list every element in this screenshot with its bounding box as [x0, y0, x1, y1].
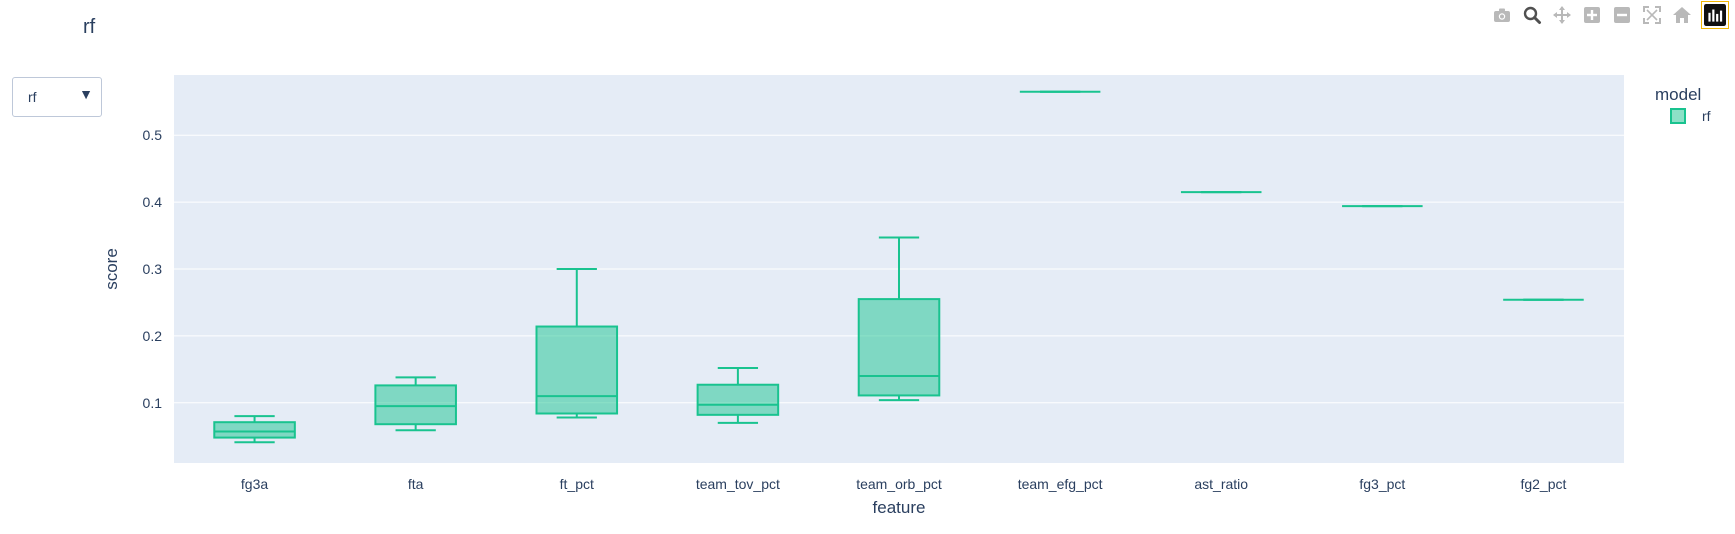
legend-item[interactable]: rf — [1670, 108, 1711, 124]
box-body — [213, 421, 296, 439]
chevron-down-icon: ▼ — [79, 86, 93, 102]
dropdown-selected-value: rf — [28, 89, 37, 105]
zoom-icon[interactable] — [1517, 0, 1547, 30]
x-axis-title: feature — [873, 498, 926, 517]
y-axis-title: score — [102, 248, 121, 290]
model-dropdown[interactable]: rf ▼ — [12, 77, 102, 117]
x-tick-label: ast_ratio — [1194, 476, 1248, 492]
x-tick-label: team_tov_pct — [696, 476, 780, 492]
box-body — [535, 325, 619, 415]
y-tick-label: 0.1 — [143, 395, 163, 411]
x-tick-label: fta — [408, 476, 424, 492]
pan-icon[interactable] — [1547, 0, 1577, 30]
y-tick-label: 0.2 — [143, 328, 163, 344]
legend-swatch — [1670, 108, 1686, 124]
plotly-logo-icon[interactable] — [1701, 1, 1729, 29]
autoscale-icon[interactable] — [1637, 0, 1667, 30]
legend-title: model — [1655, 85, 1701, 104]
y-tick-label: 0.3 — [143, 261, 163, 277]
y-tick-label: 0.5 — [143, 127, 163, 143]
box-fg3a[interactable] — [213, 415, 296, 444]
chart-title: rf — [83, 16, 96, 38]
box-body — [374, 384, 457, 426]
zoom-in-icon[interactable] — [1577, 0, 1607, 30]
x-tick-label: team_efg_pct — [1018, 476, 1103, 492]
box-body — [696, 383, 780, 416]
y-axis-ticks: 0.1 0.2 0.3 0.4 0.5 — [143, 127, 163, 411]
box-traces — [213, 90, 1584, 444]
x-tick-label: ft_pct — [560, 476, 594, 492]
x-tick-label: fg3_pct — [1359, 476, 1405, 492]
box-team_orb_pct[interactable] — [857, 236, 941, 402]
legend-label: rf — [1702, 108, 1711, 124]
camera-icon[interactable] — [1487, 0, 1517, 30]
x-tick-label: team_orb_pct — [856, 476, 942, 492]
box-team_tov_pct[interactable] — [696, 367, 780, 424]
x-axis-ticks: fg3a fta ft_pct team_tov_pct team_orb_pct tea… — [241, 476, 1567, 492]
x-tick-label: fg3a — [241, 476, 268, 492]
legend: rf — [1670, 108, 1711, 124]
modebar — [1487, 0, 1729, 30]
home-icon[interactable] — [1667, 0, 1697, 30]
box-fta[interactable] — [374, 376, 457, 432]
y-tick-label: 0.4 — [143, 194, 163, 210]
box-body — [857, 298, 941, 397]
x-tick-label: fg2_pct — [1520, 476, 1566, 492]
zoom-out-icon[interactable] — [1607, 0, 1637, 30]
box-ft_pct[interactable] — [535, 268, 619, 419]
